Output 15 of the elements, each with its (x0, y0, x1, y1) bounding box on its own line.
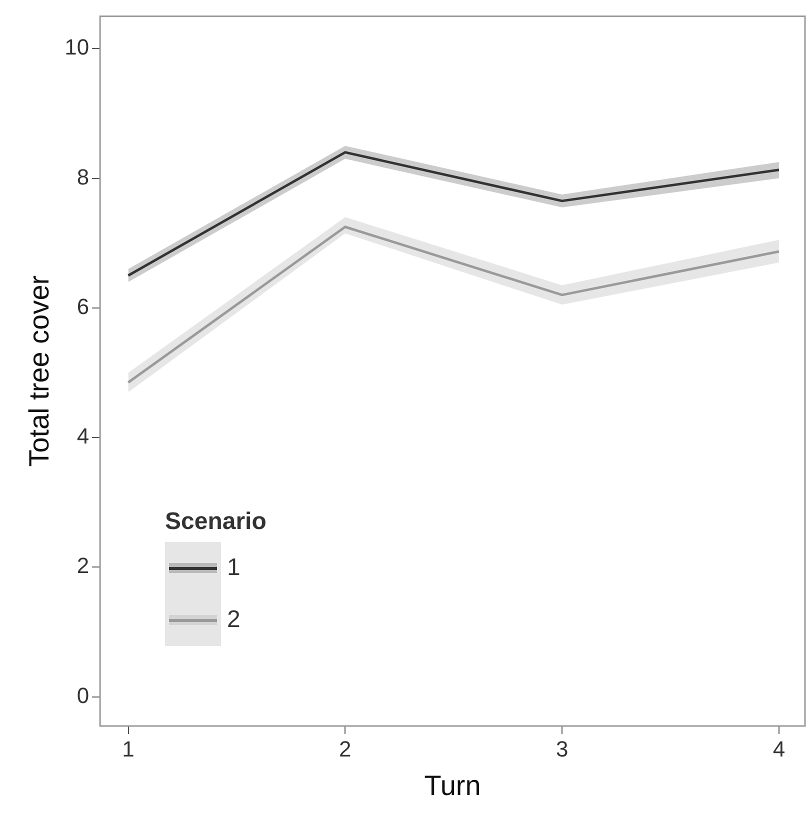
x-tick-label: 1 (122, 736, 134, 762)
legend-title: Scenario (165, 508, 266, 536)
x-tick-label: 3 (556, 736, 568, 762)
y-tick-label: 0 (76, 682, 90, 708)
y-axis-title: Total tree cover (24, 275, 55, 467)
y-tick-label: 4 (76, 424, 90, 449)
x-tick-label: 4 (772, 736, 786, 762)
x-axis-title: Turn (424, 770, 481, 801)
x-tick-label: 2 (339, 736, 352, 762)
legend-label: 2 (227, 606, 240, 634)
y-tick-label: 10 (64, 34, 90, 60)
y-tick-label: 6 (76, 294, 90, 319)
legend-label: 1 (227, 554, 240, 582)
y-tick-label: 2 (76, 553, 90, 578)
y-tick-label: 8 (76, 164, 90, 190)
